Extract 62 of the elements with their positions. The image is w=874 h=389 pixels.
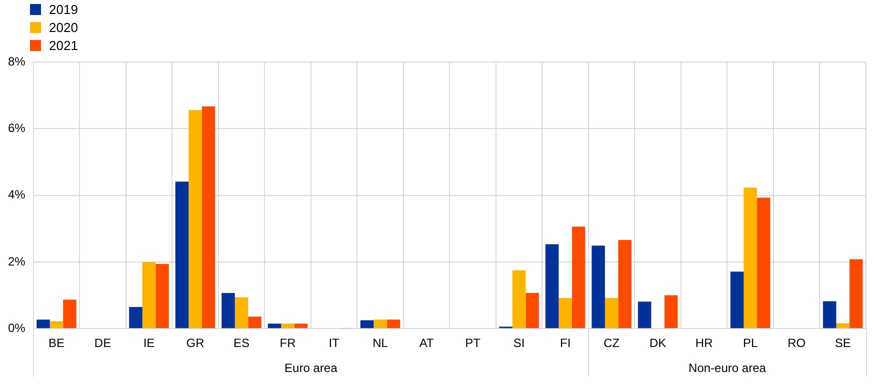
bar xyxy=(281,324,294,328)
text: Non-euro area xyxy=(688,360,766,375)
bar xyxy=(175,182,189,328)
x-tick-label: PT xyxy=(465,336,482,350)
bar xyxy=(822,301,836,328)
x-tick-label: PL xyxy=(743,336,758,350)
y-tick-label: 4% xyxy=(8,188,26,202)
bar xyxy=(664,295,678,328)
x-tick-label: BE xyxy=(48,336,64,350)
y-tick-label: 8% xyxy=(8,54,26,68)
x-tick-label: NL xyxy=(372,336,388,350)
x-tick-label: IT xyxy=(328,336,340,350)
x-tick-label: HR xyxy=(695,336,714,350)
legend-label: 2021 xyxy=(49,38,78,52)
bar xyxy=(188,110,202,328)
y-tick-label: 2% xyxy=(8,254,26,268)
bar xyxy=(36,320,50,328)
bar xyxy=(129,306,142,328)
bar xyxy=(248,316,262,328)
text: Euro area xyxy=(284,360,338,375)
x-tick-label: CZ xyxy=(604,336,620,350)
x-tick-label: AT xyxy=(419,336,434,350)
bar xyxy=(526,292,539,328)
legend-label: 2020 xyxy=(49,20,78,34)
bar xyxy=(142,262,156,328)
bar xyxy=(545,244,559,328)
bar xyxy=(374,320,387,328)
bar xyxy=(268,324,282,328)
x-tick-label: SE xyxy=(834,336,851,350)
bar xyxy=(850,259,863,328)
bar xyxy=(234,297,248,328)
bar xyxy=(156,264,169,328)
y-tick-label: 0% xyxy=(8,320,26,335)
x-tick-label: ES xyxy=(234,336,250,350)
bar xyxy=(512,270,526,328)
bar xyxy=(386,320,400,328)
bar xyxy=(604,298,618,328)
bar xyxy=(222,292,235,328)
bar xyxy=(50,321,64,328)
x-tick-label: FR xyxy=(280,336,296,350)
bar xyxy=(730,272,744,328)
bar xyxy=(836,323,850,328)
x-tick-label: IE xyxy=(143,336,155,350)
bar xyxy=(63,300,76,328)
x-tick-label: FI xyxy=(560,336,571,350)
bar xyxy=(638,302,652,328)
y-tick-label: 6% xyxy=(8,120,26,135)
bar xyxy=(294,324,308,328)
x-tick-label: RO xyxy=(788,336,806,350)
x-tick-label: GR xyxy=(186,336,205,350)
x-tick-label: DE xyxy=(94,336,112,350)
bar xyxy=(744,188,757,328)
x-tick-label: DK xyxy=(650,336,666,350)
bar xyxy=(360,320,374,328)
legend-label: 2019 xyxy=(49,2,78,16)
x-tick-label: SI xyxy=(513,336,525,350)
bar xyxy=(572,226,586,328)
bar xyxy=(618,240,632,328)
bar xyxy=(592,246,605,328)
bar xyxy=(558,298,572,328)
bar xyxy=(202,106,216,328)
bar xyxy=(756,198,770,328)
